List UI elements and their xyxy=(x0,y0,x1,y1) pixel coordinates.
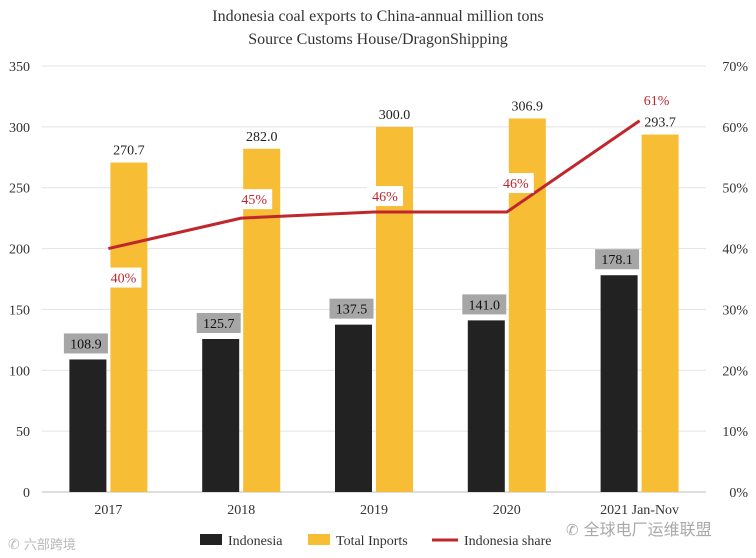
y-tick-label: 0 xyxy=(23,486,30,501)
data-label-share: 46% xyxy=(372,190,398,205)
data-label-share: 46% xyxy=(503,177,529,192)
y2-tick-label: 60% xyxy=(722,121,748,136)
data-label-share: 40% xyxy=(111,272,137,287)
bar-indonesia xyxy=(467,320,505,492)
y-tick-label: 200 xyxy=(9,243,30,258)
y2-tick-label: 50% xyxy=(722,182,748,197)
data-label-total-imports: 306.9 xyxy=(512,99,544,114)
data-label-box-share xyxy=(236,189,273,210)
data-label-indonesia: 108.9 xyxy=(70,337,102,352)
bar-total-imports xyxy=(110,162,148,493)
data-label-share: 45% xyxy=(241,193,267,208)
data-label-box-indonesia xyxy=(196,313,241,334)
data-label-box-indonesia xyxy=(63,333,108,354)
data-label-total-imports: 270.7 xyxy=(113,144,145,159)
data-label-total-imports: 293.7 xyxy=(644,116,676,131)
chart-title-line2: Source Customs House/DragonShipping xyxy=(248,31,508,48)
legend-label-total-imports: Total Inports xyxy=(336,534,408,549)
watermark-left: ✆ 六部跨境 xyxy=(8,537,76,553)
y2-tick-label: 30% xyxy=(722,303,748,318)
legend-swatch-total-imports xyxy=(308,534,330,545)
data-label-indonesia: 178.1 xyxy=(601,253,633,268)
bar-indonesia xyxy=(69,359,107,492)
bar-total-imports xyxy=(641,134,679,492)
y2-tick-label: 10% xyxy=(722,425,748,440)
x-tick-label: 2019 xyxy=(360,503,388,518)
data-label-share: 61% xyxy=(644,94,670,109)
y2-tick-label: 40% xyxy=(722,243,748,258)
series-line-indonesia-share xyxy=(108,119,641,251)
chart-title-line1: Indonesia coal exports to China-annual m… xyxy=(212,8,544,25)
x-tick-label: 2020 xyxy=(493,503,521,518)
watermark-right: ✆ 全球电厂运维联盟 xyxy=(566,520,712,539)
x-tick-label: 2018 xyxy=(227,503,255,518)
data-label-box-indonesia xyxy=(595,249,640,270)
wechat-icon-right: ✆ xyxy=(566,521,579,539)
y2-tick-label: 20% xyxy=(722,364,748,379)
bar-indonesia xyxy=(335,324,372,492)
data-label-box-share xyxy=(367,186,403,207)
y-tick-label: 250 xyxy=(9,182,30,197)
data-label-box-share xyxy=(497,173,534,194)
bar-indonesia xyxy=(202,339,240,492)
wechat-icon: ✆ xyxy=(8,537,20,553)
data-label-indonesia: 137.5 xyxy=(336,303,368,318)
y-tick-label: 300 xyxy=(9,121,30,136)
y-tick-label: 50 xyxy=(16,425,30,440)
legend-label-indonesia: Indonesia xyxy=(228,534,283,549)
x-tick-label: 2021 Jan-Nov xyxy=(600,503,679,518)
data-label-indonesia: 125.7 xyxy=(203,317,235,332)
x-tick-label: 2017 xyxy=(94,503,122,518)
legend-label-indonesia-share: Indonesia share xyxy=(464,534,551,549)
y-tick-label: 100 xyxy=(9,364,30,379)
data-label-box-indonesia xyxy=(462,294,507,315)
legend-swatch-indonesia xyxy=(200,534,222,545)
y2-tick-label: 70% xyxy=(722,60,748,75)
data-label-indonesia: 141.0 xyxy=(469,298,501,313)
data-label-total-imports: 300.0 xyxy=(379,108,411,123)
y-tick-label: 150 xyxy=(9,303,30,318)
y2-tick-label: 0% xyxy=(729,486,748,501)
data-label-box-share xyxy=(105,267,142,288)
data-label-box-indonesia xyxy=(329,298,374,319)
y-tick-label: 350 xyxy=(9,60,30,75)
bar-indonesia xyxy=(600,275,638,492)
data-label-total-imports: 282.0 xyxy=(246,130,278,145)
bar-total-imports xyxy=(376,126,413,492)
